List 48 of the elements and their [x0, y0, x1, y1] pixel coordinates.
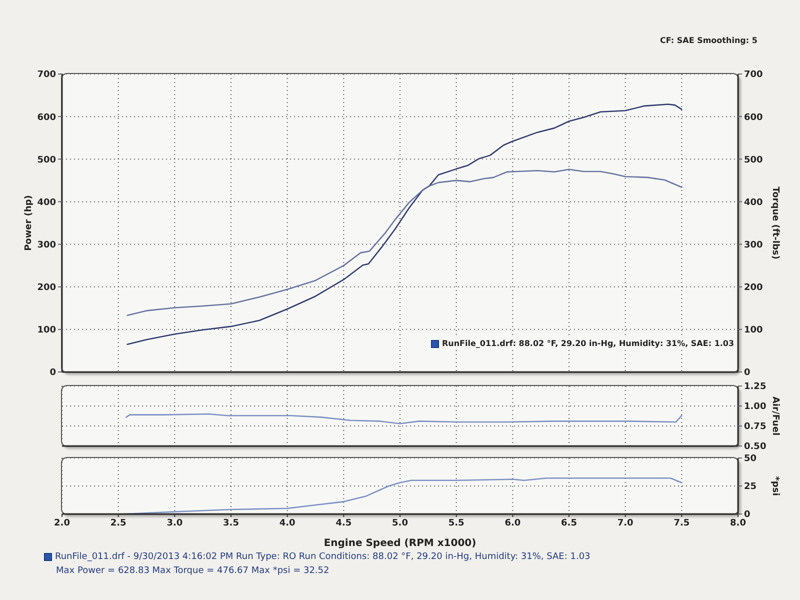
y-tick-label: 700	[37, 70, 56, 80]
y-tick-label: 100	[37, 326, 56, 336]
x-tick-label: 8.0	[730, 518, 746, 528]
x-tick-label: 6.0	[504, 518, 521, 528]
y-tick-label: 600	[37, 112, 56, 123]
line-series	[126, 413, 682, 424]
y2-tick-label: 500	[744, 155, 763, 166]
y2-tick-label: 0	[744, 510, 750, 520]
x-tick-label: 4.5	[336, 518, 352, 528]
x-tick-label: 5.0	[392, 518, 408, 528]
text: Max Power = 628.83 Max Torque = 476.67 Max *psi = 32.52	[56, 566, 330, 576]
y2-tick-label: 0	[744, 368, 750, 378]
y2-tick-label: 50	[744, 454, 757, 464]
x-tick-label: 2.0	[54, 518, 70, 528]
y2-tick-label: 200	[744, 283, 763, 294]
y2-axis-title: Torque (ft-lbs)	[770, 186, 780, 260]
y2-tick-label: 400	[744, 198, 763, 208]
x-tick-label: 3.5	[223, 518, 239, 528]
y-tick-label: 500	[37, 155, 56, 166]
y2-tick-label: 0.50	[744, 442, 766, 452]
line-series	[126, 168, 682, 316]
y2-tick-label: 600	[744, 112, 763, 123]
x-tick-label: 3.0	[166, 518, 183, 528]
y2-tick-label: 1.25	[744, 382, 766, 392]
y-tick-label: 300	[37, 240, 56, 250]
x-tick-label: 7.5	[674, 518, 690, 528]
y2-axis-title: *psi	[770, 476, 780, 496]
line-series	[123, 478, 682, 514]
y-tick-label: 200	[37, 283, 56, 294]
y2-tick-label: 100	[744, 326, 763, 336]
y-tick-label: 0	[50, 368, 56, 378]
x-tick-label: 5.5	[448, 518, 464, 528]
y2-tick-label: 300	[744, 240, 763, 250]
x-axis-title: Engine Speed (RPM x1000)	[324, 538, 476, 549]
x-tick-label: 2.5	[110, 518, 126, 528]
y2-axis-title: Air/Fuel	[770, 396, 780, 436]
x-tick-label: 6.5	[561, 518, 577, 528]
text: RunFile_011.drf - 9/30/2013 4:16:02 PM Run Type: RO Run Conditions: 88.02 °F, 29.20 in-Hg, Humidity: 31%, SAE: 1.03	[55, 552, 590, 562]
y-axis-title: Power (hp)	[24, 195, 34, 251]
y2-tick-label: 0.75	[744, 422, 766, 432]
x-tick-label: 4.0	[279, 518, 296, 528]
y2-tick-label: 700	[744, 70, 763, 80]
annotation: RunFile_011.drf: 88.02 °F, 29.20 in-Hg, Humidity: 31%, SAE: 1.03	[442, 339, 734, 348]
y2-tick-label: 25	[744, 482, 757, 492]
x-tick-label: 7.0	[617, 518, 634, 528]
text: CF: SAE Smoothing: 5	[660, 36, 758, 45]
y-tick-label: 400	[37, 198, 56, 208]
y2-tick-label: 1.00	[744, 402, 766, 412]
